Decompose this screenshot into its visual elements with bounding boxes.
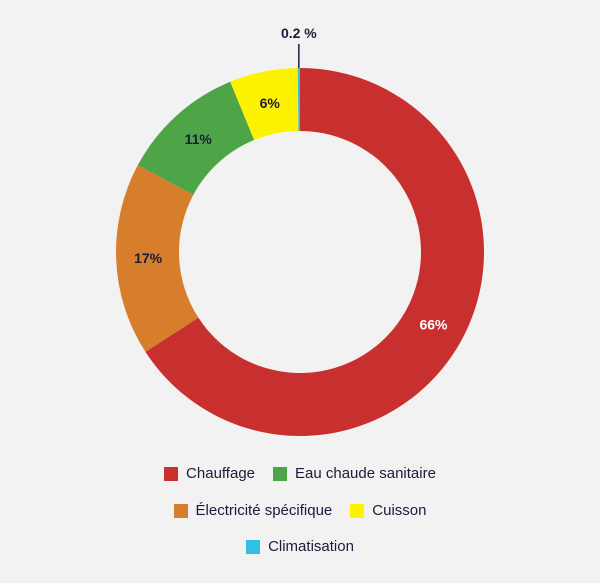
legend-swatch-climatisation — [246, 539, 261, 554]
legend-item-eau-chaude-sanitaire: Eau chaude sanitaire — [273, 465, 436, 482]
data-label-eau-chaude-sanitaire: 11% — [185, 131, 213, 147]
legend-label-eau-chaude-sanitaire: Eau chaude sanitaire — [295, 465, 436, 482]
data-label-electricite-specifique: 17% — [134, 250, 163, 266]
legend-swatch-cuisson — [350, 503, 365, 518]
data-label-chauffage: 66% — [419, 317, 448, 333]
legend-item-cuisson: Cuisson — [350, 502, 426, 519]
slice-cuisson — [230, 68, 299, 141]
legend-label-chauffage: Chauffage — [186, 465, 255, 482]
legend-item-chauffage: Chauffage — [164, 465, 255, 482]
slice-eau-chaude-sanitaire — [137, 81, 255, 195]
legend-swatch-electricite-specifique — [173, 503, 188, 518]
legend-label-cuisson: Cuisson — [372, 502, 427, 519]
data-label-cuisson: 6% — [260, 95, 281, 111]
legend-item-climatisation: Climatisation — [246, 538, 354, 555]
legend-label-electricite-specifique: Électricité spécifique — [195, 502, 333, 519]
slice-chauffage — [145, 68, 485, 437]
legend-row-1: Chauffage Eau chaude sanitaire — [0, 465, 600, 482]
legend-row-2: Électricité spécifique Cuisson — [0, 502, 600, 519]
legend-swatch-chauffage — [164, 466, 179, 481]
slice-electricite-specifique — [115, 165, 199, 352]
legend-row-3: Climatisation — [0, 538, 600, 555]
legend-item-electricite-specifique: Électricité spécifique — [173, 502, 333, 519]
legend-label-climatisation: Climatisation — [268, 538, 354, 555]
data-label-climatisation: 0.2 % — [281, 25, 317, 41]
slice-climatisation — [297, 68, 300, 132]
legend-swatch-eau-chaude-sanitaire — [273, 466, 287, 481]
